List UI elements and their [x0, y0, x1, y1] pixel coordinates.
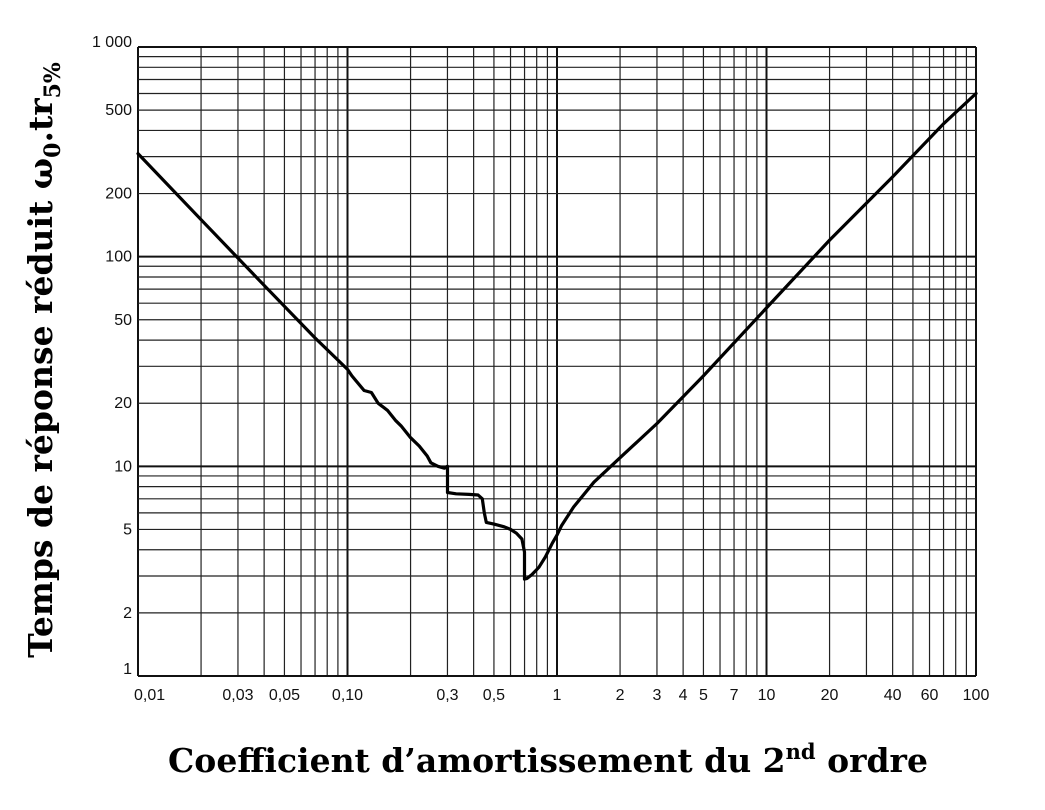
x-tick-label: 2 — [616, 687, 625, 704]
x-tick-label: 10 — [758, 687, 776, 704]
x-tick-label: 0,10 — [332, 687, 363, 704]
x-tick-label: 0,03 — [222, 687, 253, 704]
x-tick-label: 1 — [553, 687, 562, 704]
x-tick-label: 0,5 — [483, 687, 505, 704]
x-tick-label: 7 — [730, 687, 739, 704]
y-axis-label: Temps de réponse réduit ω0.tr5% — [21, 62, 66, 658]
x-tick-label: 5 — [699, 687, 708, 704]
x-tick-label: 0,01 — [134, 687, 165, 704]
y-tick-label: 10 — [114, 458, 132, 475]
grid — [137, 46, 977, 677]
x-tick-label: 20 — [821, 687, 839, 704]
x-tick-label: 3 — [653, 687, 662, 704]
x-tick-label: 4 — [679, 687, 688, 704]
x-tick-label: 60 — [921, 687, 939, 704]
y-tick-label: 2 — [123, 605, 132, 622]
y-tick-label: 20 — [114, 395, 132, 412]
response-time-curve — [136, 91, 978, 581]
y-tick-label: 50 — [114, 312, 132, 329]
x-axis-label: Coefficient d’amortissement du 2nd ordre — [168, 739, 928, 780]
y-tick-label: 1 000 — [92, 34, 132, 51]
x-tick-label: 0,3 — [436, 687, 458, 704]
y-tick-label: 5 — [123, 521, 132, 538]
y-tick-label: 500 — [105, 102, 132, 119]
x-tick-label: 0,05 — [269, 687, 300, 704]
x-axis-ticks: 0,01 0,03 0,05 0,10 0,3 0,5 1 2 3 4 5 7 10 20 40 60 100 — [134, 687, 989, 704]
x-tick-label: 40 — [884, 687, 902, 704]
x-tick-label: 100 — [963, 687, 990, 704]
y-tick-label: 100 — [105, 249, 132, 266]
y-tick-label: 1 — [123, 661, 132, 678]
y-axis-ticks: 1 2 5 10 20 50 100 200 500 1 000 — [92, 34, 132, 678]
y-tick-label: 200 — [105, 186, 132, 203]
